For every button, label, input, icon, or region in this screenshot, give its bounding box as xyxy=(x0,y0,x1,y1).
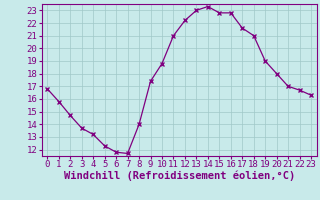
X-axis label: Windchill (Refroidissement éolien,°C): Windchill (Refroidissement éolien,°C) xyxy=(64,171,295,181)
